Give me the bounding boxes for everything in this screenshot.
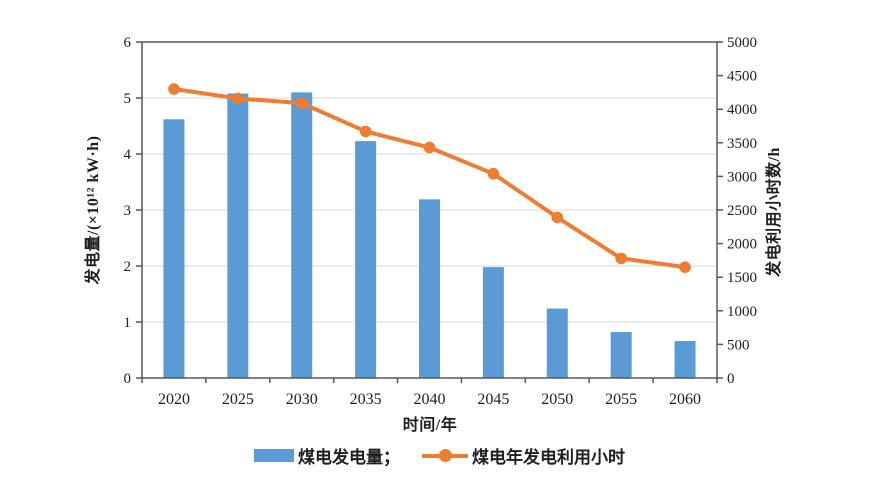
line-marker-2025 <box>232 92 244 105</box>
right-axis-title: 发电利用小时数/h <box>766 147 783 277</box>
line-series-label: 煤电年发电利用小时 <box>472 448 625 467</box>
line-marker-2045 <box>487 167 500 180</box>
left-axis-title: 发电量/(×10¹² kW·h) <box>85 135 102 285</box>
bar-2055 <box>610 332 632 378</box>
bar-2025 <box>227 93 249 379</box>
left-axis-tick-label: 0 <box>124 371 132 387</box>
right-axis-tick-label: 2500 <box>727 203 757 219</box>
right-axis-tick-label: 2000 <box>727 237 757 253</box>
x-axis-category-label: 2055 <box>605 391 637 408</box>
x-axis-title: 时间/年 <box>402 417 458 434</box>
bar-series-label: 煤电发电量； <box>298 448 400 467</box>
line-marker-2030 <box>295 97 308 109</box>
x-axis-category-label: 2045 <box>477 391 509 408</box>
line-marker-2050 <box>551 211 564 224</box>
left-axis-tick-label: 2 <box>124 259 132 275</box>
right-axis-tick-label: 3000 <box>727 169 757 185</box>
legend-item-line-series: 煤电年发电利用小时 <box>422 443 625 468</box>
bar-2040 <box>419 199 440 378</box>
left-axis-tick-label: 4 <box>124 147 132 163</box>
x-axis-category-label: 2025 <box>222 391 254 408</box>
x-axis-category-label: 2050 <box>541 391 573 408</box>
bar-2060 <box>674 341 696 378</box>
right-axis-tick-label: 3500 <box>727 136 757 152</box>
right-axis-tick-label: 1500 <box>727 270 757 286</box>
right-axis-tick-label: 0 <box>727 371 735 387</box>
line-series-swatch <box>422 449 468 462</box>
line-marker-2040 <box>423 141 436 154</box>
legend-item-bar-series: 煤电发电量； <box>254 443 400 468</box>
bar-2050 <box>546 308 568 378</box>
x-axis-category-label: 2035 <box>350 391 382 408</box>
x-axis-category-label: 2030 <box>286 391 318 408</box>
line-marker-2035 <box>359 125 372 138</box>
right-axis-tick-label: 500 <box>727 337 750 353</box>
line-marker-2020 <box>168 83 180 95</box>
left-axis-tick-label: 6 <box>124 35 132 51</box>
line-marker-2060 <box>679 261 691 273</box>
bar-2030 <box>291 92 313 379</box>
bar-2020 <box>163 119 185 378</box>
x-axis-category-label: 2020 <box>158 391 190 408</box>
left-axis-tick-label: 1 <box>124 315 132 331</box>
right-axis-tick-label: 4500 <box>727 69 757 85</box>
right-axis-tick-label: 5000 <box>727 35 757 51</box>
bar-2045 <box>482 267 504 378</box>
x-axis-category-label: 2060 <box>669 391 701 408</box>
line-swatch-marker-icon <box>439 449 452 462</box>
right-axis-tick-label: 4000 <box>727 102 757 118</box>
legend: 煤电发电量； 煤电年发电利用小时 <box>0 443 879 468</box>
x-axis-category-label: 2040 <box>414 391 446 408</box>
left-axis-tick-label: 3 <box>124 203 132 219</box>
bar-2035 <box>355 141 377 378</box>
line-marker-2055 <box>615 252 627 265</box>
left-axis-tick-label: 5 <box>124 91 132 107</box>
bar-series-swatch <box>254 449 294 462</box>
right-axis-tick-label: 1000 <box>727 304 757 320</box>
